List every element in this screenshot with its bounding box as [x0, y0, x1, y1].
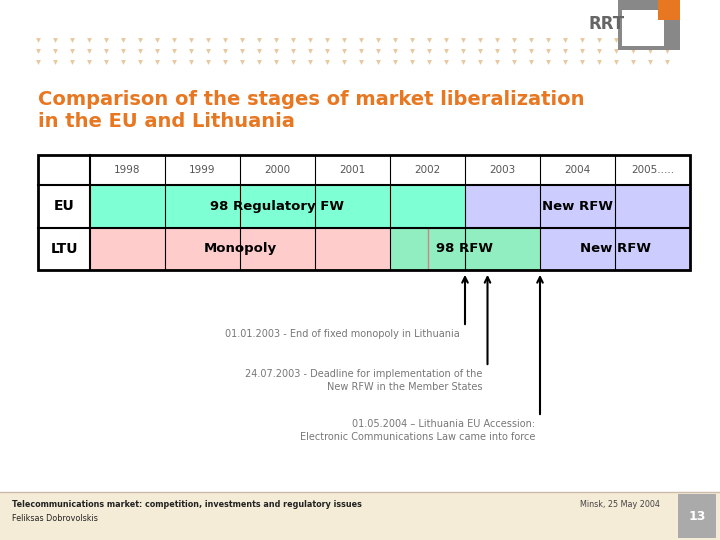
Bar [38, 155, 690, 270]
Text: 13: 13 [688, 510, 706, 523]
Bar [678, 494, 716, 538]
Text: 24.07.2003 - Deadline for implementation of the
New RFW in the Member States: 24.07.2003 - Deadline for implementation… [245, 369, 482, 392]
Text: Monopoly: Monopoly [204, 242, 276, 255]
Text: Telecommunications market: competition, investments and regulatory issues: Telecommunications market: competition, … [12, 500, 362, 509]
Text: 01.01.2003 - End of fixed monopoly in Lithuania: 01.01.2003 - End of fixed monopoly in Li… [225, 329, 460, 339]
Text: 01.05.2004 – Lithuania EU Accession:
Electronic Communications Law came into for: 01.05.2004 – Lithuania EU Accession: Ele… [300, 419, 535, 442]
Text: 2002: 2002 [415, 165, 441, 175]
Bar [38, 155, 690, 270]
Text: 2005.....: 2005..... [631, 165, 674, 175]
Text: 2001: 2001 [339, 165, 366, 175]
Text: 1999: 1999 [189, 165, 216, 175]
Text: New RFW: New RFW [580, 242, 650, 255]
Text: 2004: 2004 [564, 165, 590, 175]
Bar [465, 185, 690, 227]
Bar [618, 0, 680, 50]
Bar [0, 492, 720, 540]
Text: 2003: 2003 [490, 165, 516, 175]
Bar [90, 185, 465, 227]
Text: 2000: 2000 [264, 165, 291, 175]
Bar [540, 227, 690, 270]
Text: Feliksas Dobrovolskis: Feliksas Dobrovolskis [12, 514, 98, 523]
Text: New RFW: New RFW [542, 200, 613, 213]
Text: in the EU and Lithuania: in the EU and Lithuania [38, 112, 295, 131]
Bar [622, 10, 664, 46]
Bar [390, 227, 540, 270]
Text: EU: EU [53, 199, 74, 213]
Bar [90, 227, 390, 270]
Text: Minsk, 25 May 2004: Minsk, 25 May 2004 [580, 500, 660, 509]
Text: 1998: 1998 [114, 165, 140, 175]
Bar [658, 0, 680, 20]
Text: RRT: RRT [588, 15, 624, 33]
Text: 98 RFW: 98 RFW [436, 242, 493, 255]
Text: LTU: LTU [50, 242, 78, 256]
Text: Comparison of the stages of market liberalization: Comparison of the stages of market liber… [38, 90, 585, 109]
Text: 98 Regulatory FW: 98 Regulatory FW [210, 200, 344, 213]
